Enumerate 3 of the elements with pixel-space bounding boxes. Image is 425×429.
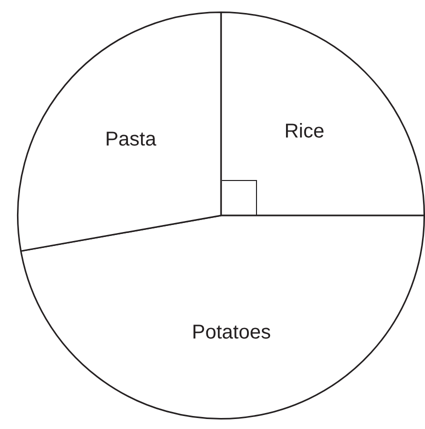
slice-label: Rice xyxy=(284,120,324,143)
slice-label: Pasta xyxy=(105,128,158,150)
slice-label: Potatoes xyxy=(192,321,271,344)
